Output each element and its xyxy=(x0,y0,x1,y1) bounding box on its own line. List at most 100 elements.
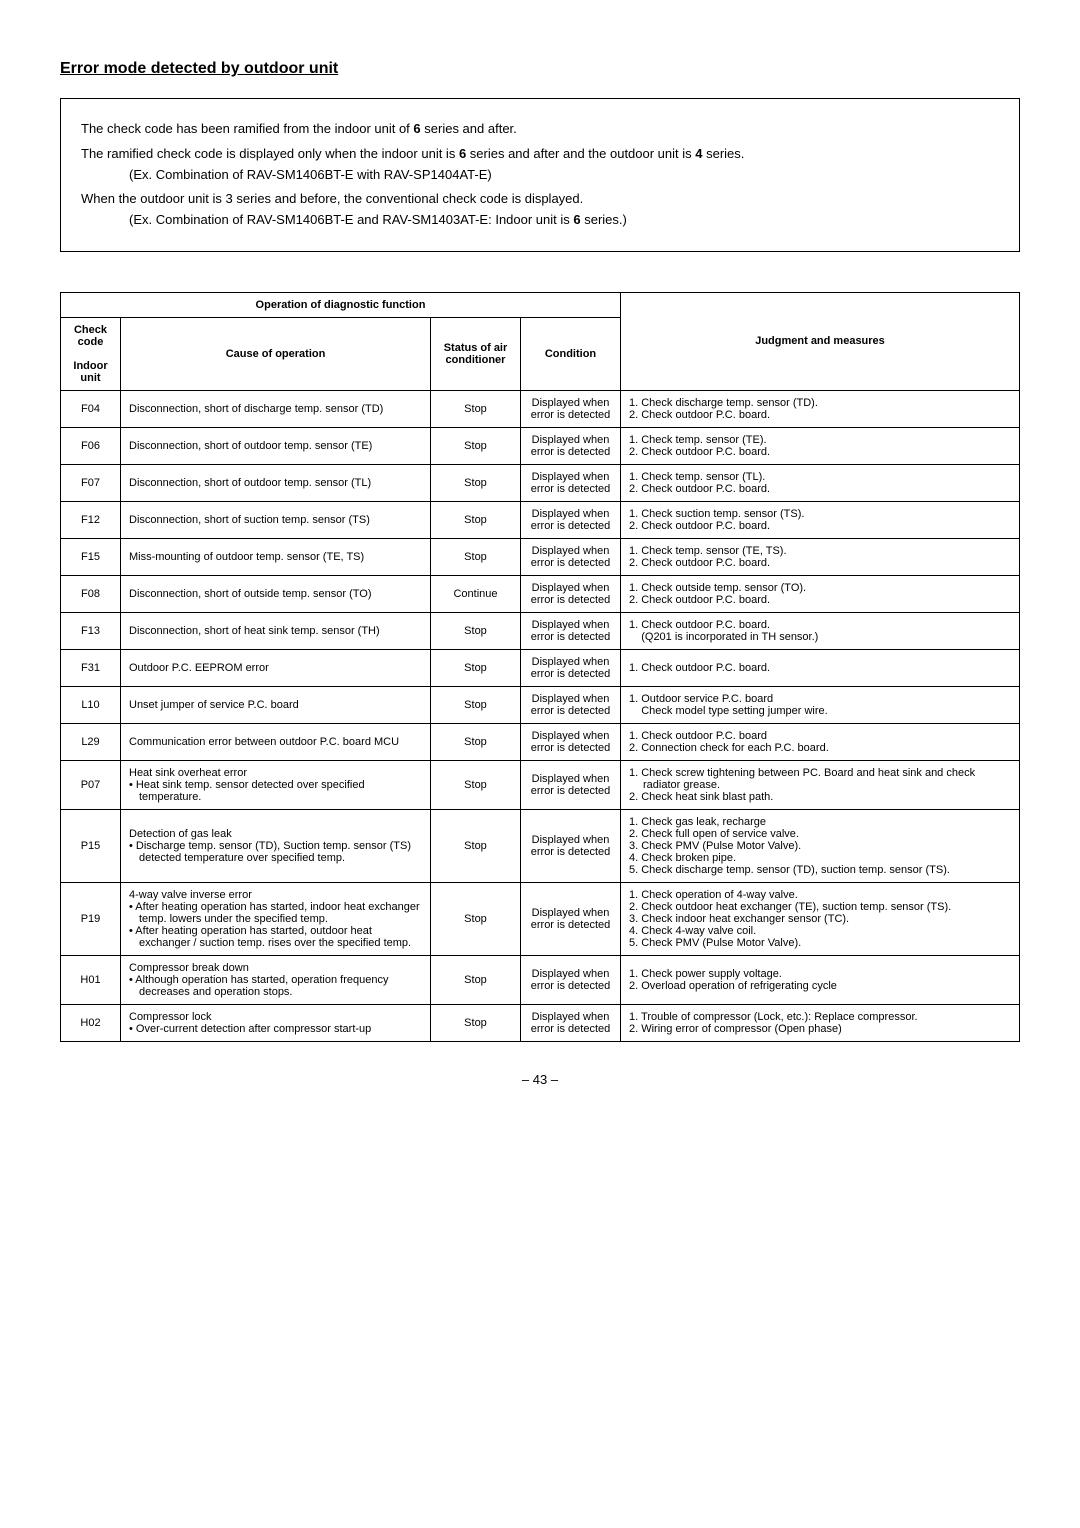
section-title: Error mode detected by outdoor unit xyxy=(60,60,1020,78)
cell-cause: Compressor lock• Over-current detection … xyxy=(121,1004,431,1041)
measure-line: 3. Check PMV (Pulse Motor Valve). xyxy=(629,840,1011,852)
measure-line: 1. Check outdoor P.C. board xyxy=(629,730,1011,742)
cell-measures: 1. Check temp. sensor (TE).2. Check outd… xyxy=(621,427,1020,464)
diagnostic-table: Operation of diagnostic function Judgmen… xyxy=(60,292,1020,1042)
measure-line: 1. Check operation of 4-way valve. xyxy=(629,889,1011,901)
measure-line: 1. Check screw tightening between PC. Bo… xyxy=(629,767,1011,791)
cell-cause: 4-way valve inverse error• After heating… xyxy=(121,882,431,955)
cell-condition: Displayed when error is detected xyxy=(521,390,621,427)
cell-measures: 1. Trouble of compressor (Lock, etc.): R… xyxy=(621,1004,1020,1041)
cell-code: H02 xyxy=(61,1004,121,1041)
cell-condition: Displayed when error is detected xyxy=(521,427,621,464)
measure-line: 5. Check PMV (Pulse Motor Valve). xyxy=(629,937,1011,949)
cell-condition: Displayed when error is detected xyxy=(521,686,621,723)
info-line-3: When the outdoor unit is 3 series and be… xyxy=(81,189,999,231)
cell-measures: 1. Check outdoor P.C. board2. Connection… xyxy=(621,723,1020,760)
cause-line: Compressor break down xyxy=(129,962,249,974)
table-row: F13Disconnection, short of heat sink tem… xyxy=(61,612,1020,649)
col-indoor-unit: Indoor unit xyxy=(61,354,121,391)
cause-line: Unset jumper of service P.C. board xyxy=(129,699,299,711)
cause-line: Disconnection, short of discharge temp. … xyxy=(129,403,383,415)
info-line-1: The check code has been ramified from th… xyxy=(81,119,999,140)
cell-code: P19 xyxy=(61,882,121,955)
col-operation: Operation of diagnostic function xyxy=(61,292,621,317)
measure-line: 1. Check power supply voltage. xyxy=(629,968,1011,980)
cell-measures: 1. Check gas leak, recharge2. Check full… xyxy=(621,809,1020,882)
table-row: F31 Outdoor P.C. EEPROM error StopDisplaye… xyxy=(61,649,1020,686)
table-row: H01Compressor break down• Although opera… xyxy=(61,955,1020,1004)
cell-code: F08 xyxy=(61,575,121,612)
cell-measures: 1. Check outside temp. sensor (TO).2. Ch… xyxy=(621,575,1020,612)
cell-measures: 1. Check discharge temp. sensor (TD).2. … xyxy=(621,390,1020,427)
measure-line: 4. Check broken pipe. xyxy=(629,852,1011,864)
table-row: F08Disconnection, short of outside temp.… xyxy=(61,575,1020,612)
bold: 6 xyxy=(573,212,580,227)
bold: 6 xyxy=(413,121,420,136)
cell-measures: 1. Check power supply voltage.2. Overloa… xyxy=(621,955,1020,1004)
table-row: F04Disconnection, short of discharge tem… xyxy=(61,390,1020,427)
cell-code: F31 xyxy=(61,649,121,686)
info-indent: (Ex. Combination of RAV-SM1406BT-E and R… xyxy=(81,210,999,231)
text: series and after and the outdoor unit is xyxy=(466,146,695,161)
table-row: P194-way valve inverse error• After heat… xyxy=(61,882,1020,955)
cell-condition: Displayed when error is detected xyxy=(521,501,621,538)
cell-measures: 1. Check temp. sensor (TL).2. Check outd… xyxy=(621,464,1020,501)
cell-code: L10 xyxy=(61,686,121,723)
text: The check code has been ramified from th… xyxy=(81,121,413,136)
table-row: F06Disconnection, short of outdoor temp.… xyxy=(61,427,1020,464)
measure-line: 1. Check temp. sensor (TE). xyxy=(629,434,1011,446)
measure-line: 1. Check temp. sensor (TL). xyxy=(629,471,1011,483)
table-row: F07Disconnection, short of outdoor temp.… xyxy=(61,464,1020,501)
cell-measures: 1. Check outdoor P.C. board. (Q201 is in… xyxy=(621,612,1020,649)
measure-line: 4. Check 4-way valve coil. xyxy=(629,925,1011,937)
text: series and after. xyxy=(421,121,517,136)
cell-condition: Displayed when error is detected xyxy=(521,649,621,686)
cell-cause: Miss-mounting of outdoor temp. sensor (T… xyxy=(121,538,431,575)
cell-condition: Displayed when error is detected xyxy=(521,538,621,575)
info-box: The check code has been ramified from th… xyxy=(60,98,1020,252)
measure-line: 1. Check outside temp. sensor (TO). xyxy=(629,582,1011,594)
cell-cause: Disconnection, short of outside temp. se… xyxy=(121,575,431,612)
cell-measures: 1. Check suction temp. sensor (TS).2. Ch… xyxy=(621,501,1020,538)
cell-code: F13 xyxy=(61,612,121,649)
cell-measures: 1. Check screw tightening between PC. Bo… xyxy=(621,760,1020,809)
cell-measures: 1. Check temp. sensor (TE, TS).2. Check … xyxy=(621,538,1020,575)
cell-status: Stop xyxy=(431,760,521,809)
cause-line: Miss-mounting of outdoor temp. sensor (T… xyxy=(129,551,364,563)
cell-status: Stop xyxy=(431,649,521,686)
cause-line: • Over-current detection after compresso… xyxy=(129,1023,422,1035)
cause-line: • Discharge temp. sensor (TD), Suction t… xyxy=(129,840,422,864)
cell-code: H01 xyxy=(61,955,121,1004)
text: series. xyxy=(703,146,745,161)
measure-line: 2. Check outdoor P.C. board. xyxy=(629,594,1011,606)
measure-line: 2. Check outdoor P.C. board. xyxy=(629,446,1011,458)
measure-line: 2. Check outdoor P.C. board. xyxy=(629,520,1011,532)
cell-measures: 1. Outdoor service P.C. board Check mode… xyxy=(621,686,1020,723)
measure-line: 1. Check outdoor P.C. board. xyxy=(629,662,1011,674)
text: The ramified check code is displayed onl… xyxy=(81,146,459,161)
measure-line: 3. Check indoor heat exchanger sensor (T… xyxy=(629,913,1011,925)
cause-line: Heat sink overheat error xyxy=(129,767,247,779)
measure-line: 2. Check full open of service valve. xyxy=(629,828,1011,840)
cell-condition: Displayed when error is detected xyxy=(521,612,621,649)
cell-measures: 1. Check outdoor P.C. board. xyxy=(621,649,1020,686)
cell-condition: Displayed when error is detected xyxy=(521,955,621,1004)
cause-line: Outdoor P.C. EEPROM error xyxy=(129,662,269,674)
cell-status: Stop xyxy=(431,501,521,538)
cause-line: Detection of gas leak xyxy=(129,828,232,840)
cell-measures: 1. Check operation of 4-way valve.2. Che… xyxy=(621,882,1020,955)
cell-status: Stop xyxy=(431,427,521,464)
cell-status: Stop xyxy=(431,809,521,882)
cause-line: 4-way valve inverse error xyxy=(129,889,252,901)
measure-line: Check model type setting jumper wire. xyxy=(629,705,1011,717)
bold: 4 xyxy=(695,146,702,161)
cell-cause: Disconnection, short of suction temp. se… xyxy=(121,501,431,538)
measure-line: 1. Check discharge temp. sensor (TD). xyxy=(629,397,1011,409)
col-cause: Cause of operation xyxy=(121,317,431,390)
cause-line: • After heating operation has started, i… xyxy=(129,901,422,925)
cell-status: Stop xyxy=(431,723,521,760)
cell-status: Stop xyxy=(431,882,521,955)
cell-code: P15 xyxy=(61,809,121,882)
cause-line: • After heating operation has started, o… xyxy=(129,925,422,949)
measure-line: 5. Check discharge temp. sensor (TD), su… xyxy=(629,864,1011,876)
